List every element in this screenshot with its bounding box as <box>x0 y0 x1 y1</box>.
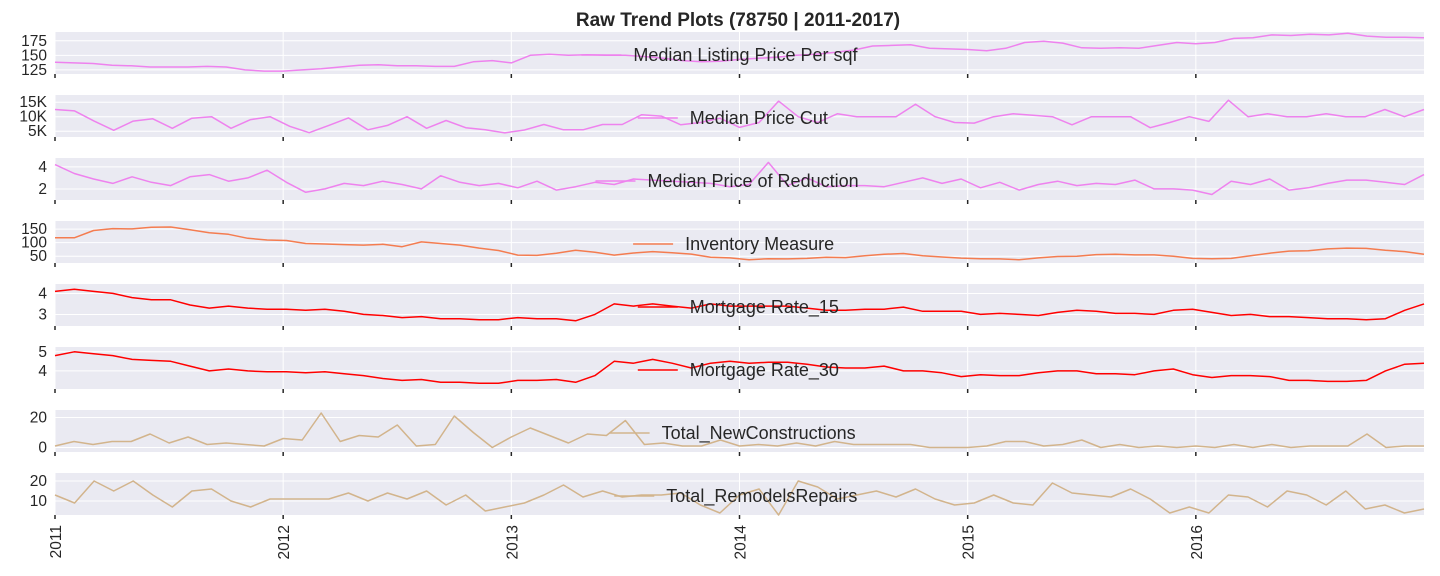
legend-label: Median Listing Price Per sqf <box>633 45 858 65</box>
legend: Median Price Cut <box>637 108 828 128</box>
y-tick-label: 4 <box>38 285 47 302</box>
y-tick-label: 10K <box>19 109 47 126</box>
legend-label: Mortgage Rate_15 <box>690 297 839 318</box>
x-axis: 2011 2012 2013 2014 2015 2016 <box>48 525 1206 560</box>
legend-label: Median Price Cut <box>690 108 828 128</box>
chart-title: Raw Trend Plots (78750 | 2011-2017) <box>576 10 900 31</box>
y-tick-label: 100 <box>21 235 47 252</box>
x-tick-label: 2014 <box>733 525 750 560</box>
panel-total-newconstructions: 0 20 Total_NewConstructions <box>30 410 1424 457</box>
y-tick-label: 4 <box>38 363 47 380</box>
y-tick-label: 150 <box>21 221 47 238</box>
series-line-total-newconstructions <box>54 412 1424 449</box>
y-tick-label: 10 <box>30 493 48 510</box>
x-tick-label: 2011 <box>48 525 65 558</box>
y-tick-label: 4 <box>38 159 47 176</box>
legend: Total_NewConstructions <box>609 423 856 444</box>
legend: Total_RemodelsRepairs <box>614 486 857 507</box>
y-tick-label: 175 <box>21 33 47 50</box>
legend: Median Price of Reduction <box>595 171 859 191</box>
legend-label: Inventory Measure <box>685 234 834 254</box>
panel-total-remodelsrepairs: 10 20 Total_RemodelsRepairs <box>30 473 1425 519</box>
y-tick-label: 5 <box>38 344 47 361</box>
legend-label: Median Price of Reduction <box>648 171 859 191</box>
y-tick-label: 125 <box>21 62 47 79</box>
series-line-inventory-measure <box>55 226 1425 261</box>
x-tick-label: 2016 <box>1189 525 1206 559</box>
series-line-total-remodelsrepairs <box>54 480 1425 516</box>
y-tick-label: 5K <box>28 123 48 140</box>
series-line-mortgage-rate-15 <box>54 288 1425 322</box>
series-line-median-price-cut <box>54 99 1425 134</box>
legend: Inventory Measure <box>633 234 834 254</box>
series-line-median-price-of-reduction <box>54 161 1425 196</box>
legend: Mortgage Rate_15 <box>637 297 839 318</box>
legend-label: Total_NewConstructions <box>662 423 856 444</box>
y-tick-label: 0 <box>38 440 47 457</box>
y-tick-label: 3 <box>38 306 47 323</box>
y-tick-label: 20 <box>30 473 48 490</box>
y-tick-label: 50 <box>30 248 48 265</box>
panel-mortgage-rate-30: 4 5 Mortgage Rate_30 <box>38 344 1425 393</box>
x-tick-label: 2015 <box>961 525 978 559</box>
legend-label: Mortgage Rate_30 <box>690 360 839 381</box>
panel-median-price-of-reduction: 2 4 Median Price of Reduction <box>38 158 1425 204</box>
legend-label: Total_RemodelsRepairs <box>666 486 857 507</box>
y-tick-label: 20 <box>30 410 48 427</box>
series-line-median-listing-price-per-sqf <box>54 32 1425 72</box>
y-tick-label: 150 <box>21 47 47 64</box>
x-tick-label: 2012 <box>276 525 293 559</box>
y-tick-label: 15K <box>19 94 47 111</box>
panel-mortgage-rate-15: 3 4 Mortgage Rate_15 <box>38 284 1425 330</box>
series-line-mortgage-rate-30 <box>54 351 1425 385</box>
legend: Median Listing Price Per sqf <box>581 45 859 65</box>
x-tick-label: 2013 <box>504 525 521 559</box>
legend: Mortgage Rate_30 <box>637 360 839 381</box>
y-tick-label: 2 <box>38 181 47 198</box>
